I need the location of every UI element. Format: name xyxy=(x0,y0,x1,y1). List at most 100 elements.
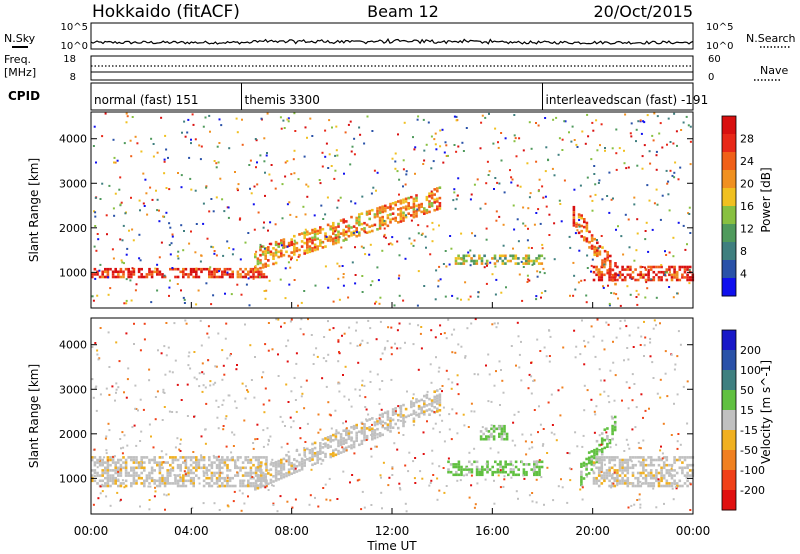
heatmap-cell xyxy=(430,196,434,200)
heatmap-cell xyxy=(402,422,405,425)
heatmap-cell xyxy=(210,474,214,477)
heatmap-cell xyxy=(93,463,97,467)
heatmap-cell xyxy=(262,474,266,477)
heatmap-cell xyxy=(603,263,606,266)
heatmap-cell xyxy=(626,469,630,472)
heatmap-cell xyxy=(322,487,325,489)
heatmap-cell xyxy=(365,212,368,215)
heatmap-cell xyxy=(94,225,97,227)
heatmap-cell xyxy=(139,462,142,464)
heatmap-cell xyxy=(205,186,208,189)
heatmap-cell xyxy=(360,426,364,430)
heatmap-cell xyxy=(472,262,476,265)
heatmap-cell xyxy=(389,218,392,221)
heatmap-cell xyxy=(427,121,430,124)
heatmap-cell xyxy=(425,396,429,399)
heatmap-cell xyxy=(293,376,296,379)
heatmap-cell xyxy=(378,419,382,422)
heatmap-cell xyxy=(412,202,416,206)
heatmap-cell xyxy=(332,439,335,442)
heatmap-cell xyxy=(618,458,622,462)
heatmap-cell xyxy=(265,154,268,157)
heatmap-cell xyxy=(151,458,154,461)
heatmap-cell xyxy=(455,150,458,153)
heatmap-cell xyxy=(687,124,690,127)
heatmap-cell xyxy=(132,466,136,470)
heatmap-cell xyxy=(187,466,190,470)
heatmap-cell xyxy=(580,279,583,282)
heatmap-cell xyxy=(600,482,604,485)
heatmap-cell xyxy=(146,213,149,216)
heatmap-cell xyxy=(112,257,115,260)
heatmap-cell xyxy=(319,442,322,445)
colorbar-segment xyxy=(722,278,736,297)
heatmap-cell xyxy=(522,474,525,477)
heatmap-cell xyxy=(223,270,227,274)
heatmap-cell xyxy=(381,380,384,382)
heatmap-cell xyxy=(122,270,125,274)
colorbar-segment xyxy=(722,370,736,391)
heatmap-cell xyxy=(501,465,505,469)
heatmap-cell xyxy=(264,478,267,481)
heatmap-cell xyxy=(433,138,436,141)
heatmap-cell xyxy=(636,484,640,488)
heatmap-cell xyxy=(143,275,146,279)
heatmap-cell xyxy=(316,232,319,235)
heatmap-cell xyxy=(493,257,497,260)
heatmap-cell xyxy=(512,421,515,424)
heatmap-cell xyxy=(597,268,601,271)
heatmap-cell xyxy=(168,222,171,225)
cpid-label: CPID xyxy=(8,89,40,103)
heatmap-cell xyxy=(542,443,545,446)
heatmap-cell xyxy=(600,270,604,274)
heatmap-cell xyxy=(521,433,524,436)
heatmap-cell xyxy=(428,205,431,208)
heatmap-cell xyxy=(592,461,596,464)
heatmap-cell xyxy=(659,449,662,452)
heatmap-cell xyxy=(682,224,685,227)
heatmap-cell xyxy=(450,333,453,336)
heatmap-cell xyxy=(324,234,327,238)
heatmap-cell xyxy=(428,403,431,406)
heatmap-cell xyxy=(412,210,416,214)
heatmap-cell xyxy=(382,461,385,464)
heatmap-cell xyxy=(649,463,653,467)
heatmap-cell xyxy=(600,123,603,126)
heatmap-cell xyxy=(218,267,221,271)
heatmap-cell xyxy=(625,167,628,170)
heatmap-cell xyxy=(335,430,338,433)
heatmap-cell xyxy=(611,432,614,436)
heatmap-cell xyxy=(313,446,317,450)
heatmap-cell xyxy=(417,413,420,416)
heatmap-cell xyxy=(164,134,167,137)
heatmap-cell xyxy=(420,202,423,206)
heatmap-cell xyxy=(568,131,570,134)
heatmap-cell xyxy=(347,432,351,435)
heatmap-cell xyxy=(605,469,609,472)
heatmap-cell xyxy=(98,463,102,467)
heatmap-cell xyxy=(478,257,481,260)
heatmap-cell xyxy=(124,484,128,488)
heatmap-cell xyxy=(599,393,602,396)
heatmap-cell xyxy=(235,117,238,120)
heatmap-cell xyxy=(689,232,692,234)
heatmap-cell xyxy=(572,261,575,264)
heatmap-cell xyxy=(391,243,394,246)
heatmap-cell xyxy=(616,484,619,487)
heatmap-cell xyxy=(114,267,117,271)
heatmap-cell xyxy=(590,455,594,458)
heatmap-cell xyxy=(646,287,649,290)
heatmap-cell xyxy=(165,148,168,151)
heatmap-cell xyxy=(488,373,491,376)
heatmap-cell xyxy=(605,431,608,434)
heatmap-cell xyxy=(334,234,338,237)
heatmap-cell xyxy=(158,461,162,464)
heatmap-cell xyxy=(352,443,356,446)
heatmap-cell xyxy=(282,246,284,249)
heatmap-cell xyxy=(260,275,263,279)
heatmap-cell xyxy=(117,479,120,483)
heatmap-cell xyxy=(434,422,437,425)
heatmap-cell xyxy=(572,218,576,222)
heatmap-cell xyxy=(118,188,121,191)
heatmap-cell xyxy=(397,405,400,408)
